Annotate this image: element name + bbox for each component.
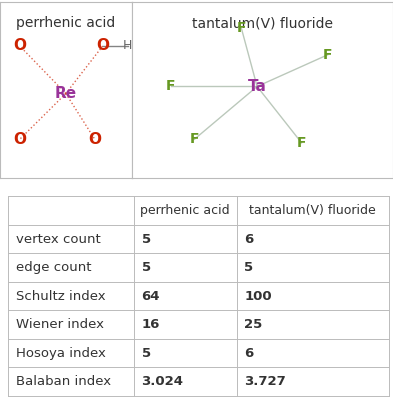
Text: O: O — [96, 38, 109, 54]
Text: 6: 6 — [244, 232, 254, 246]
Text: O: O — [88, 132, 101, 147]
Text: tantalum(V) fluoride: tantalum(V) fluoride — [250, 204, 376, 217]
Text: 5: 5 — [244, 261, 253, 274]
Text: vertex count: vertex count — [16, 232, 101, 246]
Text: F: F — [323, 48, 332, 62]
Text: Ta: Ta — [248, 79, 266, 94]
Text: edge count: edge count — [16, 261, 91, 274]
Text: tantalum(V) fluoride: tantalum(V) fluoride — [192, 16, 333, 30]
Text: perrhenic acid: perrhenic acid — [140, 204, 230, 217]
Text: H: H — [123, 40, 132, 52]
Text: 25: 25 — [244, 318, 263, 331]
Text: Wiener index: Wiener index — [16, 318, 104, 331]
Text: Hosoya index: Hosoya index — [16, 346, 106, 360]
Text: 3.727: 3.727 — [244, 375, 286, 388]
Text: 5: 5 — [141, 346, 151, 360]
Text: perrhenic acid: perrhenic acid — [16, 16, 116, 30]
Text: 100: 100 — [244, 290, 272, 302]
Text: 3.024: 3.024 — [141, 375, 184, 388]
Text: 64: 64 — [141, 290, 160, 302]
Text: F: F — [190, 132, 199, 146]
Text: 5: 5 — [141, 261, 151, 274]
Text: O: O — [13, 132, 26, 147]
Text: Schultz index: Schultz index — [16, 290, 105, 302]
Text: Balaban index: Balaban index — [16, 375, 111, 388]
Text: F: F — [297, 136, 306, 150]
Text: Re: Re — [55, 86, 77, 101]
Text: 6: 6 — [244, 346, 254, 360]
Text: F: F — [166, 80, 176, 94]
Text: O: O — [13, 38, 26, 54]
Text: F: F — [237, 21, 246, 35]
Text: 16: 16 — [141, 318, 160, 331]
Text: 5: 5 — [141, 232, 151, 246]
